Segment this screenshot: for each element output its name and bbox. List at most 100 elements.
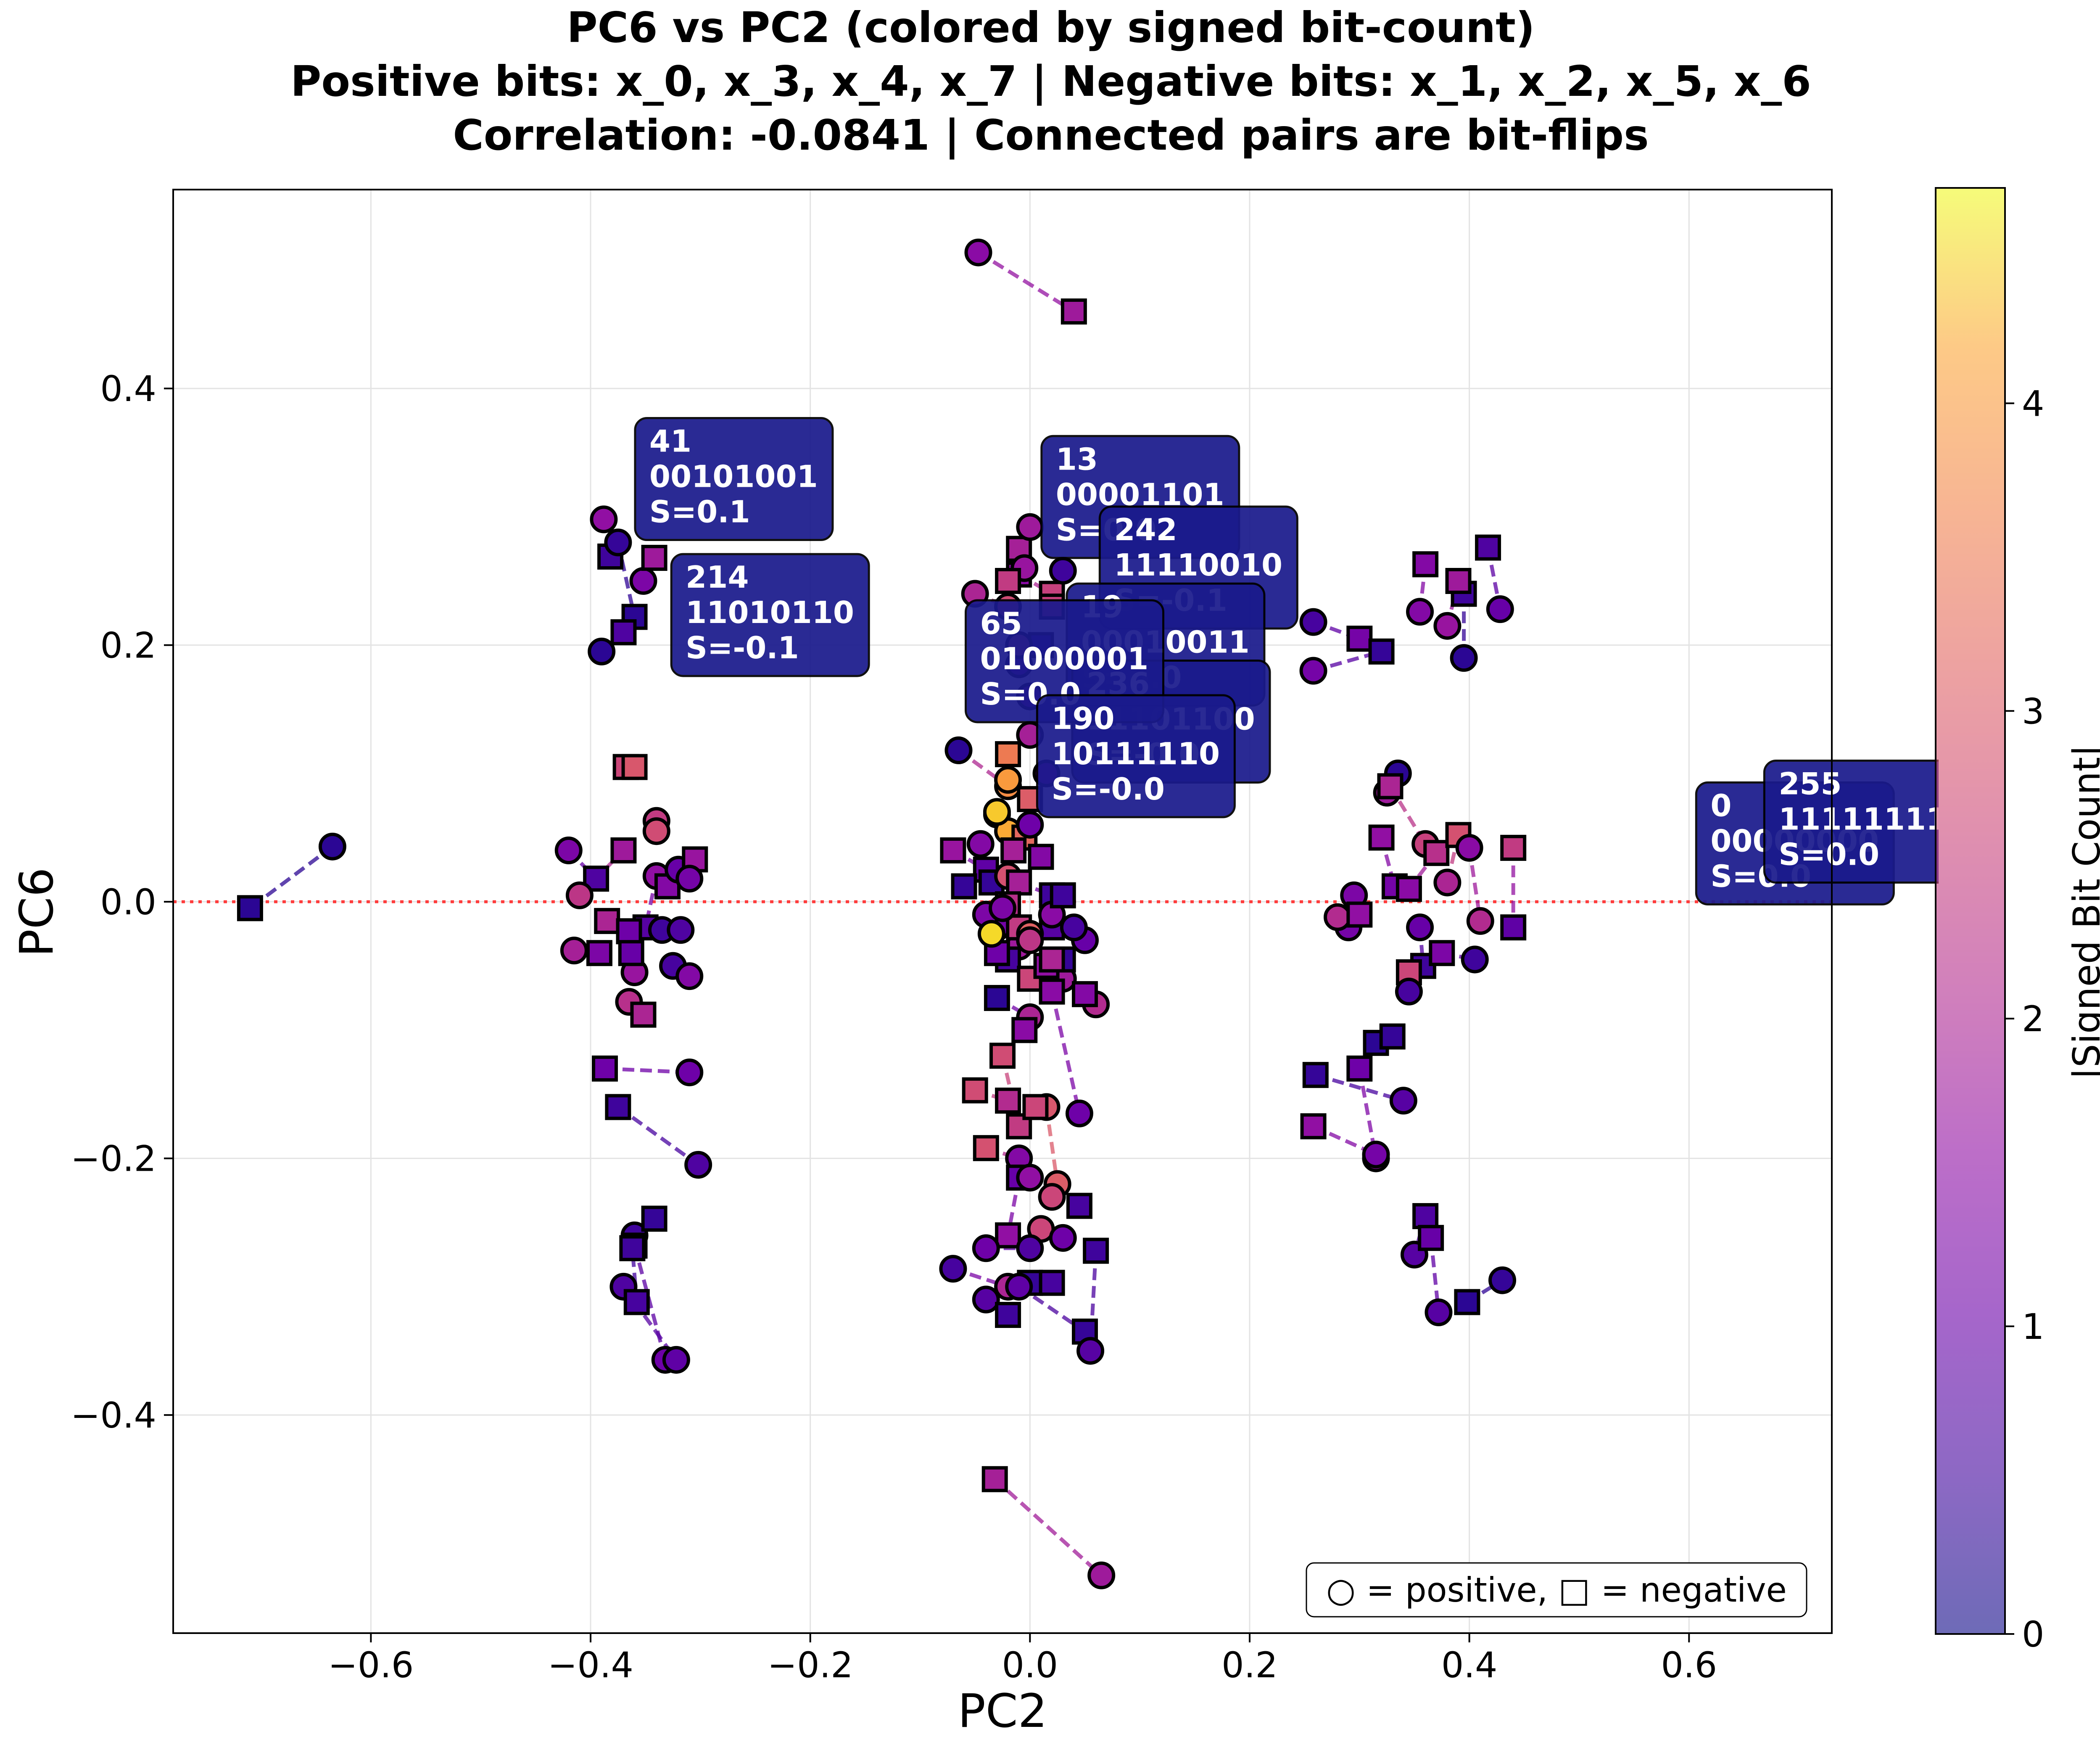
negative-point: [1396, 876, 1422, 902]
positive-point: [1324, 903, 1352, 931]
positive-point: [1016, 810, 1044, 839]
positive-point: [1488, 1266, 1517, 1294]
negative-point: [989, 1043, 1016, 1069]
negative-point: [592, 1055, 618, 1082]
positive-point: [1016, 1234, 1044, 1262]
positive-point: [1049, 1224, 1077, 1252]
negative-point: [981, 1466, 1008, 1492]
negative-point: [641, 1206, 667, 1232]
negative-point: [940, 837, 966, 864]
negative-point: [237, 895, 263, 921]
negative-point: [1006, 869, 1032, 896]
y-tick-label: 0.4: [100, 368, 156, 409]
pair-connector: [633, 1245, 667, 1360]
negative-point: [641, 545, 667, 571]
colorbar-ticks: 0 1 2 3 4: [2005, 383, 2044, 1655]
colorbar-tick-label: 3: [2022, 691, 2044, 732]
y-axis-label: PC6: [10, 867, 63, 957]
x-axis-label: PC2: [958, 1684, 1047, 1738]
positive-point: [560, 937, 588, 965]
positive-point: [1005, 1272, 1033, 1301]
positive-point: [972, 1234, 1000, 1262]
plot-frame: [172, 189, 1833, 1634]
negative-point: [995, 1087, 1021, 1114]
colorbar: 0 1 2 3 4 |Signed Bit Count|: [1935, 187, 2100, 1655]
negative-point: [610, 837, 637, 864]
negative-point: [621, 754, 648, 780]
negative-point: [1368, 638, 1395, 665]
negative-point: [1429, 940, 1455, 966]
positive-point: [1425, 1298, 1453, 1326]
negative-point: [1377, 773, 1404, 800]
negative-point: [1066, 1193, 1092, 1219]
negative-point: [962, 1077, 988, 1103]
positive-point: [590, 505, 618, 533]
negative-point: [1011, 1017, 1038, 1043]
positive-point: [966, 830, 995, 858]
annotation-line: S=0.0: [1778, 837, 1879, 872]
positive-point: [642, 817, 670, 845]
annotation-line: 11010110: [686, 595, 854, 630]
y-axis-ticks: −0.4 −0.2 0.0 0.2 0.4: [71, 368, 173, 1436]
pair-connector: [1018, 1285, 1086, 1333]
x-tick-label: 0.0: [1002, 1644, 1058, 1686]
negative-point: [1500, 914, 1527, 941]
pair-connector: [1050, 991, 1082, 1114]
positive-point: [1461, 945, 1489, 974]
x-axis-ticks: −0.6 −0.4 −0.2 0.0 0.2 0.4 0.6: [328, 1633, 1717, 1686]
annotation-line: 0: [1710, 788, 1731, 823]
annotation-line: 01000001: [980, 641, 1149, 676]
negative-point: [1039, 1270, 1065, 1296]
positive-point: [1433, 612, 1462, 640]
legend-box: [1306, 1562, 1807, 1618]
negative-point: [1346, 1055, 1373, 1082]
positive-point: [667, 916, 695, 944]
negative-point: [1028, 844, 1054, 870]
positive-point: [939, 1255, 967, 1283]
colorbar-frame: [1935, 187, 2006, 1635]
negative-point: [995, 1222, 1021, 1248]
negative-point: [1346, 901, 1373, 928]
annotation-background: [634, 417, 834, 541]
negative-point: [1368, 824, 1395, 851]
positive-point: [1389, 1087, 1417, 1115]
positive-point: [1299, 608, 1327, 636]
x-tick-label: −0.6: [328, 1644, 414, 1686]
negative-point: [1039, 946, 1065, 973]
y-tick-label: −0.2: [71, 1138, 156, 1180]
pair-connector: [1315, 1073, 1404, 1103]
positive-point: [684, 1151, 712, 1179]
negative-point: [995, 1301, 1021, 1328]
positive-point: [994, 766, 1022, 794]
positive-point: [1299, 657, 1327, 685]
title-line-3: Correlation: -0.0841 | Connected pairs a…: [453, 111, 1649, 160]
negative-point: [1300, 1113, 1327, 1140]
negative-point: [995, 741, 1021, 768]
negative-point: [1412, 551, 1439, 578]
negative-point: [1418, 1225, 1444, 1251]
positive-point: [662, 1346, 690, 1374]
positive-point: [1016, 513, 1044, 541]
negative-point: [1379, 1023, 1406, 1050]
positive-point: [1076, 1337, 1105, 1365]
annotation-line: 13: [1056, 441, 1098, 477]
annotation-line: 214: [686, 560, 749, 595]
positive-point: [977, 920, 1005, 948]
negative-point: [623, 1289, 650, 1315]
title-line-1: PC6 vs PC2 (colored by signed bit-count): [567, 3, 1535, 52]
negative-point: [594, 908, 620, 934]
negative-point: [1083, 1238, 1109, 1264]
y-tick-label: 0.0: [100, 882, 156, 923]
negative-point: [618, 940, 644, 966]
negative-point: [1500, 834, 1527, 861]
positive-point: [1016, 1164, 1044, 1192]
negative-point: [619, 1235, 646, 1262]
negative-point: [984, 985, 1010, 1011]
negative-point: [1363, 1029, 1389, 1056]
positive-point: [972, 1285, 1000, 1314]
positive-point: [675, 962, 704, 990]
